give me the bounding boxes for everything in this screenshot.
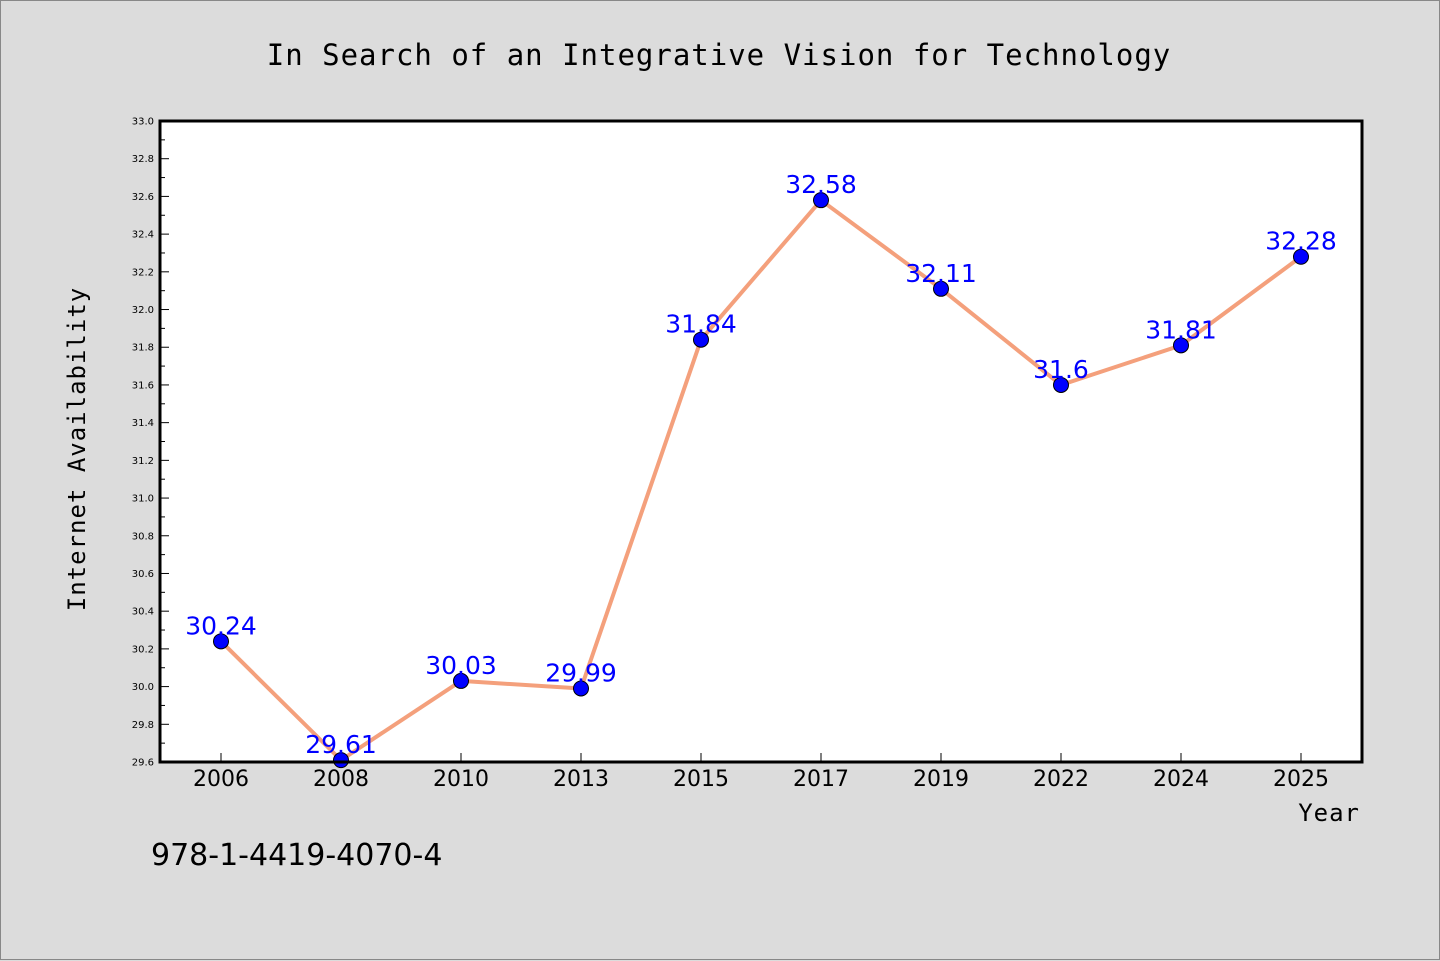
- data-point: [573, 680, 589, 697]
- plot-area: [160, 121, 1362, 762]
- data-point: [1053, 376, 1069, 393]
- y-tick-label: 30.4: [132, 607, 154, 618]
- data-point: [1293, 248, 1309, 265]
- data-labels: 30.24 29.61 30.03 29.99 31.84 32.58 32.11 31.6 3…: [185, 170, 1337, 759]
- data-point: [693, 331, 709, 348]
- x-tick-label: 2015: [673, 767, 729, 792]
- y-tick-label: 32.4: [132, 230, 154, 241]
- series-group: [213, 192, 1309, 769]
- y-tick-label: 30.2: [132, 644, 154, 655]
- y-tick-label: 30.0: [132, 682, 154, 693]
- y-tick-label: 32.8: [132, 154, 154, 165]
- x-tick-label: 2024: [1153, 767, 1209, 792]
- data-label: 31.81: [1145, 315, 1217, 344]
- data-point: [1173, 337, 1189, 354]
- data-label: 31.84: [665, 310, 737, 339]
- chart-title: In Search of an Integrative Vision for T…: [267, 38, 1172, 72]
- y-tick-label: 33.0: [132, 117, 154, 128]
- data-label: 32.28: [1265, 227, 1337, 256]
- x-tick-label: 2013: [553, 767, 609, 792]
- isbn-text: 978-1-4419-4070-4: [151, 838, 442, 873]
- y-tick-label: 31.0: [132, 494, 154, 505]
- x-tick-label: 2006: [193, 767, 249, 792]
- data-label: 29.99: [545, 658, 617, 687]
- y-tick-label: 31.2: [132, 456, 154, 467]
- y-tick-label: 30.6: [132, 569, 154, 580]
- y-tick-label: 29.6: [132, 758, 154, 769]
- data-point: [933, 280, 949, 297]
- y-tick-label: 29.8: [132, 720, 154, 731]
- x-tick-label: 2025: [1273, 767, 1329, 792]
- y-tick-label: 32.2: [132, 267, 154, 278]
- x-tick-label: 2019: [913, 767, 969, 792]
- x-tick-label: 2022: [1033, 767, 1089, 792]
- data-label: 32.58: [785, 170, 857, 199]
- y-tick-label: 32.0: [132, 305, 154, 316]
- y-tick-label: 32.6: [132, 192, 154, 203]
- y-tick-label: 31.4: [132, 418, 154, 429]
- y-axis-label: Internet Availability: [63, 287, 91, 611]
- data-label: 29.61: [305, 730, 377, 759]
- x-tick-label: 2010: [433, 767, 489, 792]
- x-tick-label: 2017: [793, 767, 849, 792]
- plot-border: [158, 119, 1364, 764]
- y-axis: 29.6 29.8 30.0 30.2 30.4 30.6 30.8 31.0 31.2 31.4…: [132, 117, 169, 769]
- x-axis: 2006 2008 2010 2013 2015 2017 2019 2022 2024 2025: [193, 753, 1329, 792]
- data-label: 30.03: [425, 651, 497, 680]
- data-label: 32.11: [905, 259, 977, 288]
- data-point: [213, 633, 229, 650]
- x-tick-label: 2008: [313, 767, 369, 792]
- data-point: [333, 752, 349, 769]
- data-label: 31.6: [1033, 355, 1089, 384]
- series-line: [219, 198, 1303, 763]
- y-tick-label: 30.8: [132, 531, 154, 542]
- y-tick-label: 31.6: [132, 380, 154, 391]
- data-point: [813, 192, 829, 209]
- y-tick-label: 31.8: [132, 343, 154, 354]
- data-label: 30.24: [185, 611, 257, 640]
- x-axis-label: Year: [1298, 799, 1360, 827]
- data-point: [453, 672, 469, 689]
